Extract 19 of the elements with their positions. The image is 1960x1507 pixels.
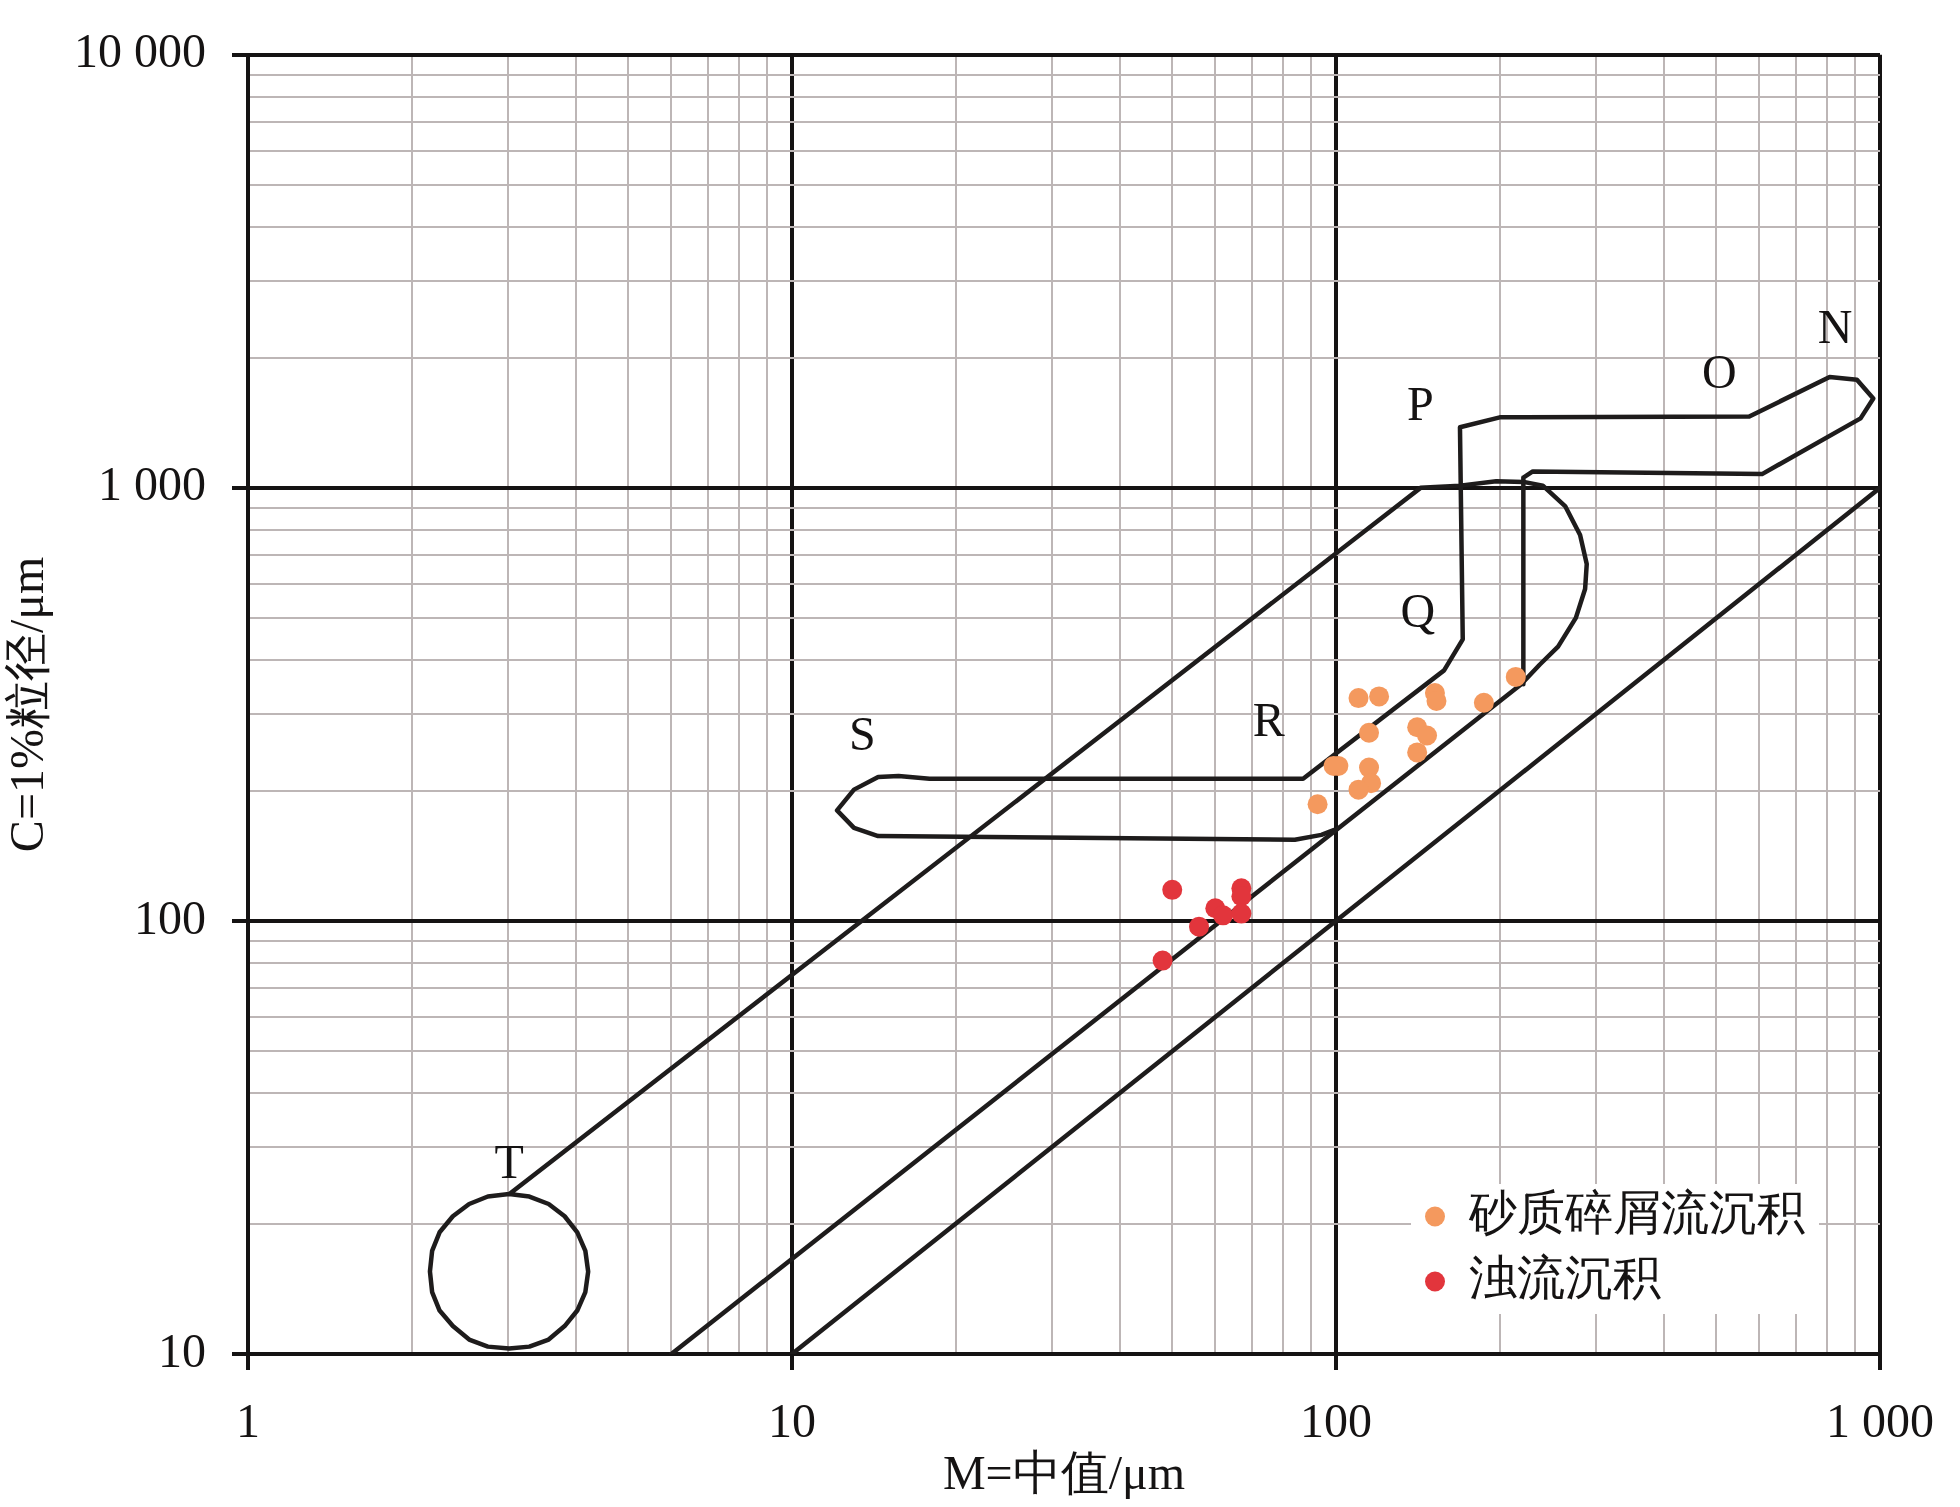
annotation: Q [1400, 584, 1436, 638]
y-tick-label: 1 000 [98, 457, 206, 511]
annotation: R [1252, 693, 1285, 747]
annotation: N [1817, 300, 1853, 354]
x-tick-label: 1 000 [1826, 1394, 1934, 1448]
x-tick-label: 10 [768, 1394, 816, 1448]
annotation: S [848, 707, 876, 761]
y-tick-label: 10 [158, 1323, 206, 1377]
y-axis-title: C=1%粒径/μm [0, 556, 54, 853]
x-tick-label: 1 [236, 1394, 260, 1448]
x-tick-label: 100 [1300, 1394, 1372, 1448]
legend-label: 砂质碎屑流沉积 [1468, 1186, 1805, 1240]
annotation: T [494, 1135, 524, 1189]
annotation: O [1701, 344, 1737, 398]
x-axis-title: M=中值/μm [942, 1445, 1186, 1499]
annotation: P [1406, 376, 1434, 430]
y-tick-label: 10 000 [74, 24, 206, 78]
legend-label: 浊流沉积 [1469, 1251, 1661, 1305]
y-tick-label: 100 [134, 890, 206, 944]
